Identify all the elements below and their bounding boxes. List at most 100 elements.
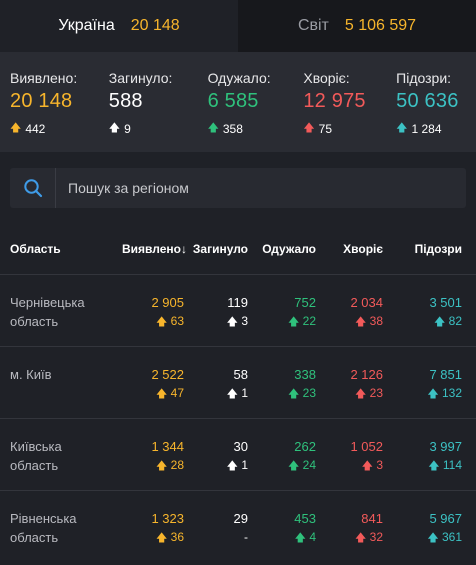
header-suspected[interactable]: Підозри: [414, 241, 462, 256]
value-region-l2: область: [10, 313, 59, 329]
value-sick-d: 3: [376, 457, 383, 472]
value-suspected: 3 501: [429, 294, 462, 310]
summary-recovered-delta-value: 358: [222, 121, 243, 136]
cell-recovered: 453 🡅 4: [248, 489, 316, 562]
arrow-up-icon: 🡅: [155, 531, 168, 544]
table-row[interactable]: м. Київ 2 522 🡅 47 58 🡅 1 338 🡅 23 2 126 🡅 2…: [0, 345, 476, 418]
value-deaths-d: 1: [241, 457, 248, 472]
value-confirmed: 1 344: [151, 438, 184, 454]
scope-tabs: Україна 20 148 Світ 5 106 597: [0, 0, 476, 52]
summary-suspected-label: Підозри:: [396, 70, 452, 86]
arrow-up-icon: 🡅: [354, 315, 367, 328]
regions-table: Область Виявлено↓ Загинуло Одужало Хворі…: [0, 224, 476, 562]
value-region-l2: область: [10, 529, 59, 545]
summary-deaths-delta-value: 9: [124, 121, 131, 136]
tab-ukraine-label: Україна: [58, 17, 115, 34]
arrow-up-icon: 🡅: [10, 122, 22, 134]
header-confirmed[interactable]: Виявлено↓: [122, 224, 187, 274]
cell-deaths: 29🡅 -: [184, 489, 248, 562]
value-confirmed-d: 28: [170, 457, 184, 472]
tab-ukraine[interactable]: Україна 20 148: [0, 0, 238, 52]
arrow-up-icon: 🡅: [207, 122, 219, 134]
cell-confirmed: 1 323 🡅 36: [122, 489, 184, 562]
cell-recovered: 752 🡅 22: [248, 273, 316, 346]
value-deaths: 30: [233, 438, 248, 454]
tab-world[interactable]: Світ 5 106 597: [238, 0, 476, 52]
header-recovered[interactable]: Одужало: [262, 241, 316, 256]
value-recovered: 752: [294, 294, 316, 310]
summary-recovered-delta: 🡅 358: [208, 119, 304, 138]
search-box: [10, 168, 466, 208]
arrow-up-icon: 🡅: [155, 387, 168, 400]
value-recovered: 262: [294, 438, 316, 454]
summary-recovered: Одужало: 6 585 🡅 358: [208, 70, 304, 152]
arrow-up-icon: 🡅: [287, 315, 300, 328]
arrow-up-icon: 🡅: [108, 122, 121, 134]
table-row[interactable]: Чернівецька область 2 905 🡅 63 119 🡅 3 752 🡅…: [0, 273, 476, 346]
arrow-up-icon: 🡅: [155, 459, 168, 472]
value-sick: 1 052: [350, 438, 383, 454]
arrow-up-icon: 🡅: [428, 459, 440, 472]
arrow-up-icon: 🡅: [433, 315, 446, 328]
arrow-up-icon: 🡅: [427, 387, 439, 400]
search-icon[interactable]: [10, 168, 56, 208]
value-deaths: 119: [227, 294, 248, 310]
region-name: Чернівецька область: [0, 273, 122, 346]
value-confirmed-d: 63: [170, 313, 184, 328]
arrow-up-icon: 🡅: [361, 459, 373, 472]
value-sick: 2 126: [350, 366, 383, 382]
arrow-up-icon: 🡅: [354, 387, 367, 400]
table-header-row: Область Виявлено↓ Загинуло Одужало Хворі…: [0, 224, 476, 274]
summary-deaths: Загинуло: 588 🡅 9: [109, 70, 208, 152]
cell-suspected: 3 501 🡅 82: [383, 273, 476, 346]
arrow-up-icon: 🡅: [303, 122, 315, 134]
summary-deaths-value: 588: [108, 90, 143, 112]
value-suspected-d: 132: [441, 385, 462, 400]
value-suspected: 7 851: [429, 366, 462, 382]
summary-suspected: Підозри: 50 636 🡅 1 284: [396, 70, 466, 152]
header-deaths[interactable]: Загинуло: [192, 241, 248, 256]
value-deaths: 58: [233, 366, 248, 382]
summary-sick-delta-value: 75: [318, 121, 333, 136]
value-confirmed: 1 323: [151, 510, 184, 526]
value-recovered-d: 22: [302, 313, 316, 328]
tab-ukraine-value: 20 148: [130, 17, 180, 34]
table-row[interactable]: Рівненська область 1 323 🡅 36 29🡅 - 453🡅 4…: [0, 489, 476, 562]
summary-sick: Хворіє: 12 975 🡅 75: [303, 70, 396, 152]
value-confirmed: 2 522: [151, 366, 184, 382]
value-suspected-d: 114: [442, 457, 462, 472]
arrow-up-icon: 🡅: [226, 459, 238, 472]
arrow-up-icon: 🡅: [294, 531, 306, 544]
summary-recovered-value: 6 585: [207, 90, 259, 112]
arrow-up-icon: 🡅: [354, 531, 367, 544]
tab-world-value: 5 106 597: [344, 17, 417, 34]
region-name: Рівненська область: [0, 489, 122, 562]
table-row[interactable]: Київська область 1 344 🡅 28 30 🡅 1 262 🡅 24 …: [0, 417, 476, 490]
search-input[interactable]: [56, 180, 466, 196]
value-region-l1: Рівненська: [10, 510, 77, 526]
summary-confirmed-label: Виявлено:: [10, 70, 78, 86]
cell-confirmed: 1 344 🡅 28: [122, 417, 184, 490]
cell-suspected: 5 967 🡅 361: [383, 489, 476, 562]
summary-confirmed-value: 20 148: [10, 90, 73, 112]
cell-recovered: 338 🡅 23: [248, 345, 316, 418]
summary-deaths-label: Загинуло:: [108, 70, 173, 86]
value-recovered-d: 4: [309, 529, 316, 544]
summary-sick-delta: 🡅 75: [303, 119, 396, 138]
summary-suspected-value: 50 636: [396, 90, 459, 112]
value-region-l1: Чернівецька: [10, 294, 85, 310]
summary-suspected-delta: 🡅 1 284: [396, 119, 466, 138]
summary-deaths-delta: 🡅 9: [109, 119, 208, 138]
header-region[interactable]: Область: [10, 241, 61, 256]
cell-deaths: 30 🡅 1: [184, 417, 248, 490]
search-section: [0, 152, 476, 224]
summary-sick-label: Хворіє:: [303, 70, 350, 86]
value-confirmed-d: 36: [170, 529, 184, 544]
value-region-l1: Київська: [10, 438, 62, 454]
arrow-up-icon: 🡅: [427, 531, 439, 544]
cell-confirmed: 2 522 🡅 47: [122, 345, 184, 418]
value-region-l1: м. Київ: [10, 366, 52, 382]
arrow-up-icon: 🡅: [396, 122, 408, 134]
value-suspected-d: 361: [441, 529, 462, 544]
header-sick[interactable]: Хворіє: [343, 241, 383, 256]
